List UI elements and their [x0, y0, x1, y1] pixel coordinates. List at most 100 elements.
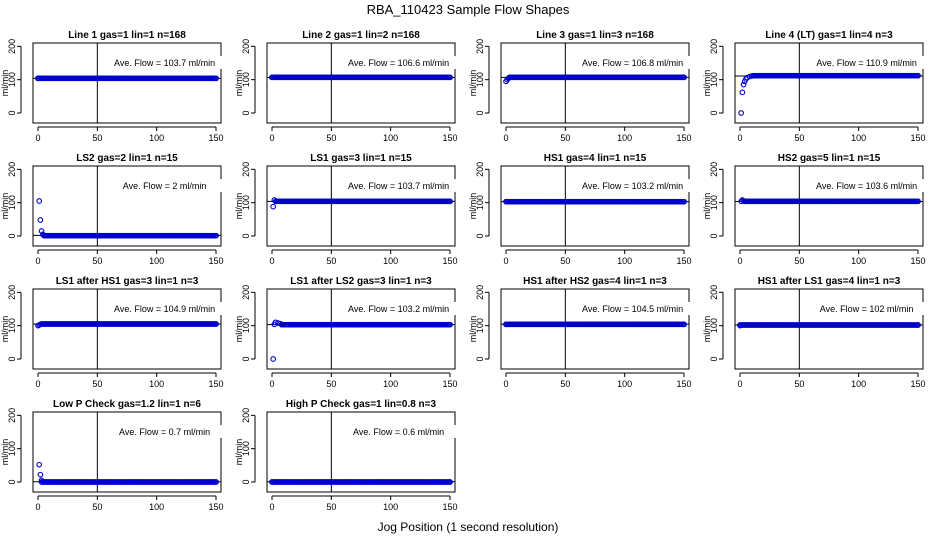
data-point: [213, 232, 219, 239]
average-flow-annotation: Ave. Flow = 110.9 ml/min: [816, 58, 916, 68]
y-axis-label: ml/min: [234, 70, 244, 97]
x-tick-label: 0: [269, 256, 274, 266]
x-tick-label: 0: [737, 256, 742, 266]
y-tick-label: 100: [709, 318, 719, 333]
y-tick-label: 100: [475, 72, 485, 87]
plot-frame: [266, 411, 456, 493]
figure-x-axis-label: Jog Position (1 second resolution): [378, 520, 559, 534]
y-tick-label: 0: [7, 479, 17, 484]
data-point: [740, 81, 747, 88]
y-tick-label: 200: [241, 285, 251, 300]
x-tick-label: 50: [560, 133, 570, 143]
panel-title: High P Check gas=1 lin=0.8 n=3: [286, 399, 437, 410]
annotation-backing: [334, 425, 463, 438]
y-tick-label: 100: [709, 72, 719, 87]
x-tick-label: 100: [617, 133, 632, 143]
y-tick-label: 100: [241, 195, 251, 210]
plot-frame: [500, 165, 690, 247]
panel-title: HS1 after HS2 gas=4 lin=1 n=3: [523, 276, 667, 287]
x-tick-label: 100: [617, 256, 632, 266]
x-tick-label: 150: [208, 256, 223, 266]
x-tick-label: 50: [326, 502, 336, 512]
average-flow-annotation: Ave. Flow = 0.7 ml/min: [119, 427, 210, 437]
x-tick-label: 150: [676, 133, 691, 143]
x-tick-label: 150: [676, 379, 691, 389]
x-tick-label: 0: [737, 379, 742, 389]
y-tick-label: 0: [475, 356, 485, 361]
x-tick-label: 50: [92, 502, 102, 512]
y-tick-label: 0: [7, 356, 17, 361]
x-tick-label: 100: [383, 133, 398, 143]
panel-title: Line 4 (LT) gas=1 lin=4 n=3: [765, 30, 893, 41]
annotation-backing: [568, 179, 697, 192]
x-tick-label: 50: [326, 379, 336, 389]
panel-title: Low P Check gas=1.2 lin=1 n=6: [53, 399, 201, 410]
x-tick-label: 50: [794, 256, 804, 266]
average-flow-annotation: Ave. Flow = 102 ml/min: [820, 304, 914, 314]
data-point: [447, 74, 453, 81]
plot-frame: [32, 411, 222, 493]
average-flow-annotation: Ave. Flow = 104.9 ml/min: [114, 304, 215, 314]
plot-frame: [32, 288, 222, 370]
y-tick-label: 200: [241, 162, 251, 177]
annotation-backing: [568, 302, 697, 315]
panel-6: LS1 gas=3 lin=1 n=15 0 100 200 ml/min 0 50 100 1…: [234, 153, 463, 266]
data-point: [681, 198, 687, 205]
panel-14: High P Check gas=1 lin=0.8 n=3 0 100 200 ml/…: [234, 399, 463, 512]
x-tick-label: 150: [910, 133, 925, 143]
panel-7: HS1 gas=4 lin=1 n=15 0 100 200 ml/min 0 50 100 1…: [468, 153, 697, 266]
panel-13: Low P Check gas=1.2 lin=1 n=6 0 100 200 ml/m…: [0, 399, 229, 512]
y-tick-label: 100: [241, 318, 251, 333]
panel-title: LS1 gas=3 lin=1 n=15: [310, 153, 412, 164]
y-tick-label: 100: [7, 318, 17, 333]
y-tick-label: 0: [241, 233, 251, 238]
y-tick-label: 200: [7, 408, 17, 423]
plot-frame: [266, 42, 456, 124]
y-tick-label: 0: [475, 110, 485, 115]
panel-title: LS1 after HS1 gas=3 lin=1 n=3: [56, 276, 199, 287]
x-tick-label: 100: [149, 133, 164, 143]
annotation-backing: [334, 179, 463, 192]
panel-10: LS1 after LS2 gas=3 lin=1 n=3 0 100 200 ml/m…: [234, 276, 463, 389]
x-tick-label: 100: [851, 379, 866, 389]
data-point: [213, 479, 219, 485]
x-tick-label: 50: [92, 133, 102, 143]
data-point: [37, 471, 44, 478]
panel-9: LS1 after HS1 gas=3 lin=1 n=3 0 100 200 ml/m…: [0, 276, 229, 389]
x-tick-label: 150: [676, 256, 691, 266]
y-tick-label: 0: [709, 110, 719, 115]
panel-title: LS1 after LS2 gas=3 lin=1 n=3: [290, 276, 432, 287]
y-tick-label: 100: [241, 441, 251, 456]
x-tick-label: 0: [35, 502, 40, 512]
x-tick-label: 100: [383, 256, 398, 266]
y-tick-label: 200: [709, 285, 719, 300]
y-tick-label: 0: [709, 233, 719, 238]
annotation-backing: [334, 56, 463, 69]
data-point: [36, 461, 43, 468]
x-tick-label: 0: [269, 379, 274, 389]
x-tick-label: 100: [149, 502, 164, 512]
data-point: [38, 228, 45, 234]
data-point: [447, 479, 453, 485]
y-tick-label: 0: [241, 110, 251, 115]
y-tick-label: 200: [709, 162, 719, 177]
data-point: [738, 110, 745, 116]
average-flow-annotation: Ave. Flow = 2 ml/min: [123, 181, 207, 191]
plot-frame: [266, 165, 456, 247]
y-tick-label: 200: [7, 285, 17, 300]
y-tick-label: 0: [475, 233, 485, 238]
annotation-backing: [100, 56, 229, 69]
y-tick-label: 200: [475, 39, 485, 54]
y-tick-label: 200: [241, 39, 251, 54]
panel-title: HS1 gas=4 lin=1 n=15: [544, 153, 647, 164]
plot-frame: [734, 165, 924, 247]
data-point: [213, 75, 219, 82]
data-point: [681, 74, 687, 81]
x-tick-label: 100: [149, 256, 164, 266]
average-flow-annotation: Ave. Flow = 103.7 ml/min: [114, 58, 215, 68]
panel-4: Line 4 (LT) gas=1 lin=4 n=3 0 100 200 ml/min…: [702, 30, 931, 143]
average-flow-annotation: Ave. Flow = 106.6 ml/min: [348, 58, 449, 68]
figure-title: RBA_110423 Sample Flow Shapes: [367, 2, 570, 17]
x-tick-label: 150: [910, 379, 925, 389]
x-tick-label: 50: [92, 379, 102, 389]
